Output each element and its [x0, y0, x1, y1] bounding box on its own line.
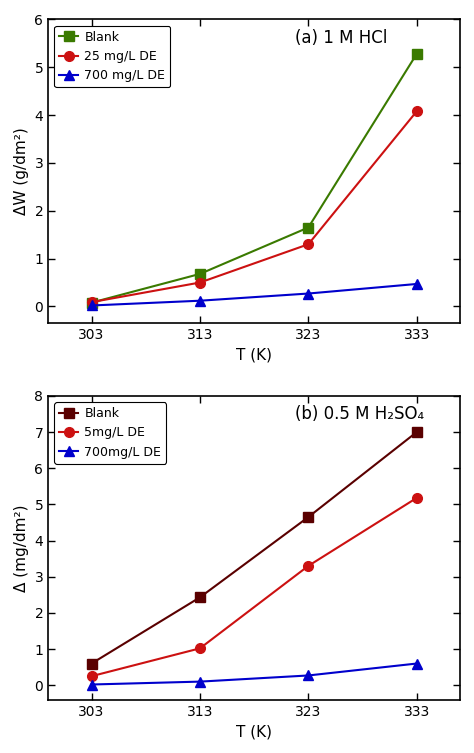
25 mg/L DE	[89, 297, 94, 306]
Line: 25 mg/L DE: 25 mg/L DE	[87, 106, 421, 307]
700 mg/L DE	[197, 296, 203, 305]
25 mg/L DE	[414, 107, 419, 116]
Blank	[414, 428, 419, 437]
Blank	[197, 593, 203, 602]
Line: 700mg/L DE: 700mg/L DE	[87, 659, 421, 689]
Legend: Blank, 25 mg/L DE, 700 mg/L DE: Blank, 25 mg/L DE, 700 mg/L DE	[55, 26, 170, 87]
5mg/L DE	[89, 672, 94, 681]
Blank	[197, 270, 203, 279]
5mg/L DE	[414, 493, 419, 502]
25 mg/L DE	[197, 278, 203, 287]
Line: Blank: Blank	[87, 427, 421, 669]
Blank	[306, 223, 311, 232]
Line: Blank: Blank	[87, 49, 421, 307]
700mg/L DE	[306, 671, 311, 680]
700mg/L DE	[197, 677, 203, 686]
700 mg/L DE	[306, 289, 311, 298]
700mg/L DE	[414, 659, 419, 668]
700mg/L DE	[89, 680, 94, 689]
700 mg/L DE	[89, 301, 94, 310]
Blank	[306, 513, 311, 522]
Text: (a) 1 M HCl: (a) 1 M HCl	[295, 29, 388, 47]
Legend: Blank, 5mg/L DE, 700mg/L DE: Blank, 5mg/L DE, 700mg/L DE	[55, 402, 166, 464]
Text: (b) 0.5 M H₂SO₄: (b) 0.5 M H₂SO₄	[295, 405, 424, 423]
Blank	[89, 298, 94, 307]
5mg/L DE	[306, 561, 311, 570]
Blank	[414, 49, 419, 58]
X-axis label: T (K): T (K)	[236, 348, 272, 363]
25 mg/L DE	[306, 239, 311, 248]
5mg/L DE	[197, 644, 203, 653]
X-axis label: T (K): T (K)	[236, 724, 272, 739]
Line: 700 mg/L DE: 700 mg/L DE	[87, 279, 421, 310]
Line: 5mg/L DE: 5mg/L DE	[87, 493, 421, 681]
Blank	[89, 659, 94, 668]
700 mg/L DE	[414, 279, 419, 288]
Y-axis label: ΔW (g/dm²): ΔW (g/dm²)	[14, 127, 29, 215]
Y-axis label: Δ (mg/dm²): Δ (mg/dm²)	[14, 504, 29, 592]
